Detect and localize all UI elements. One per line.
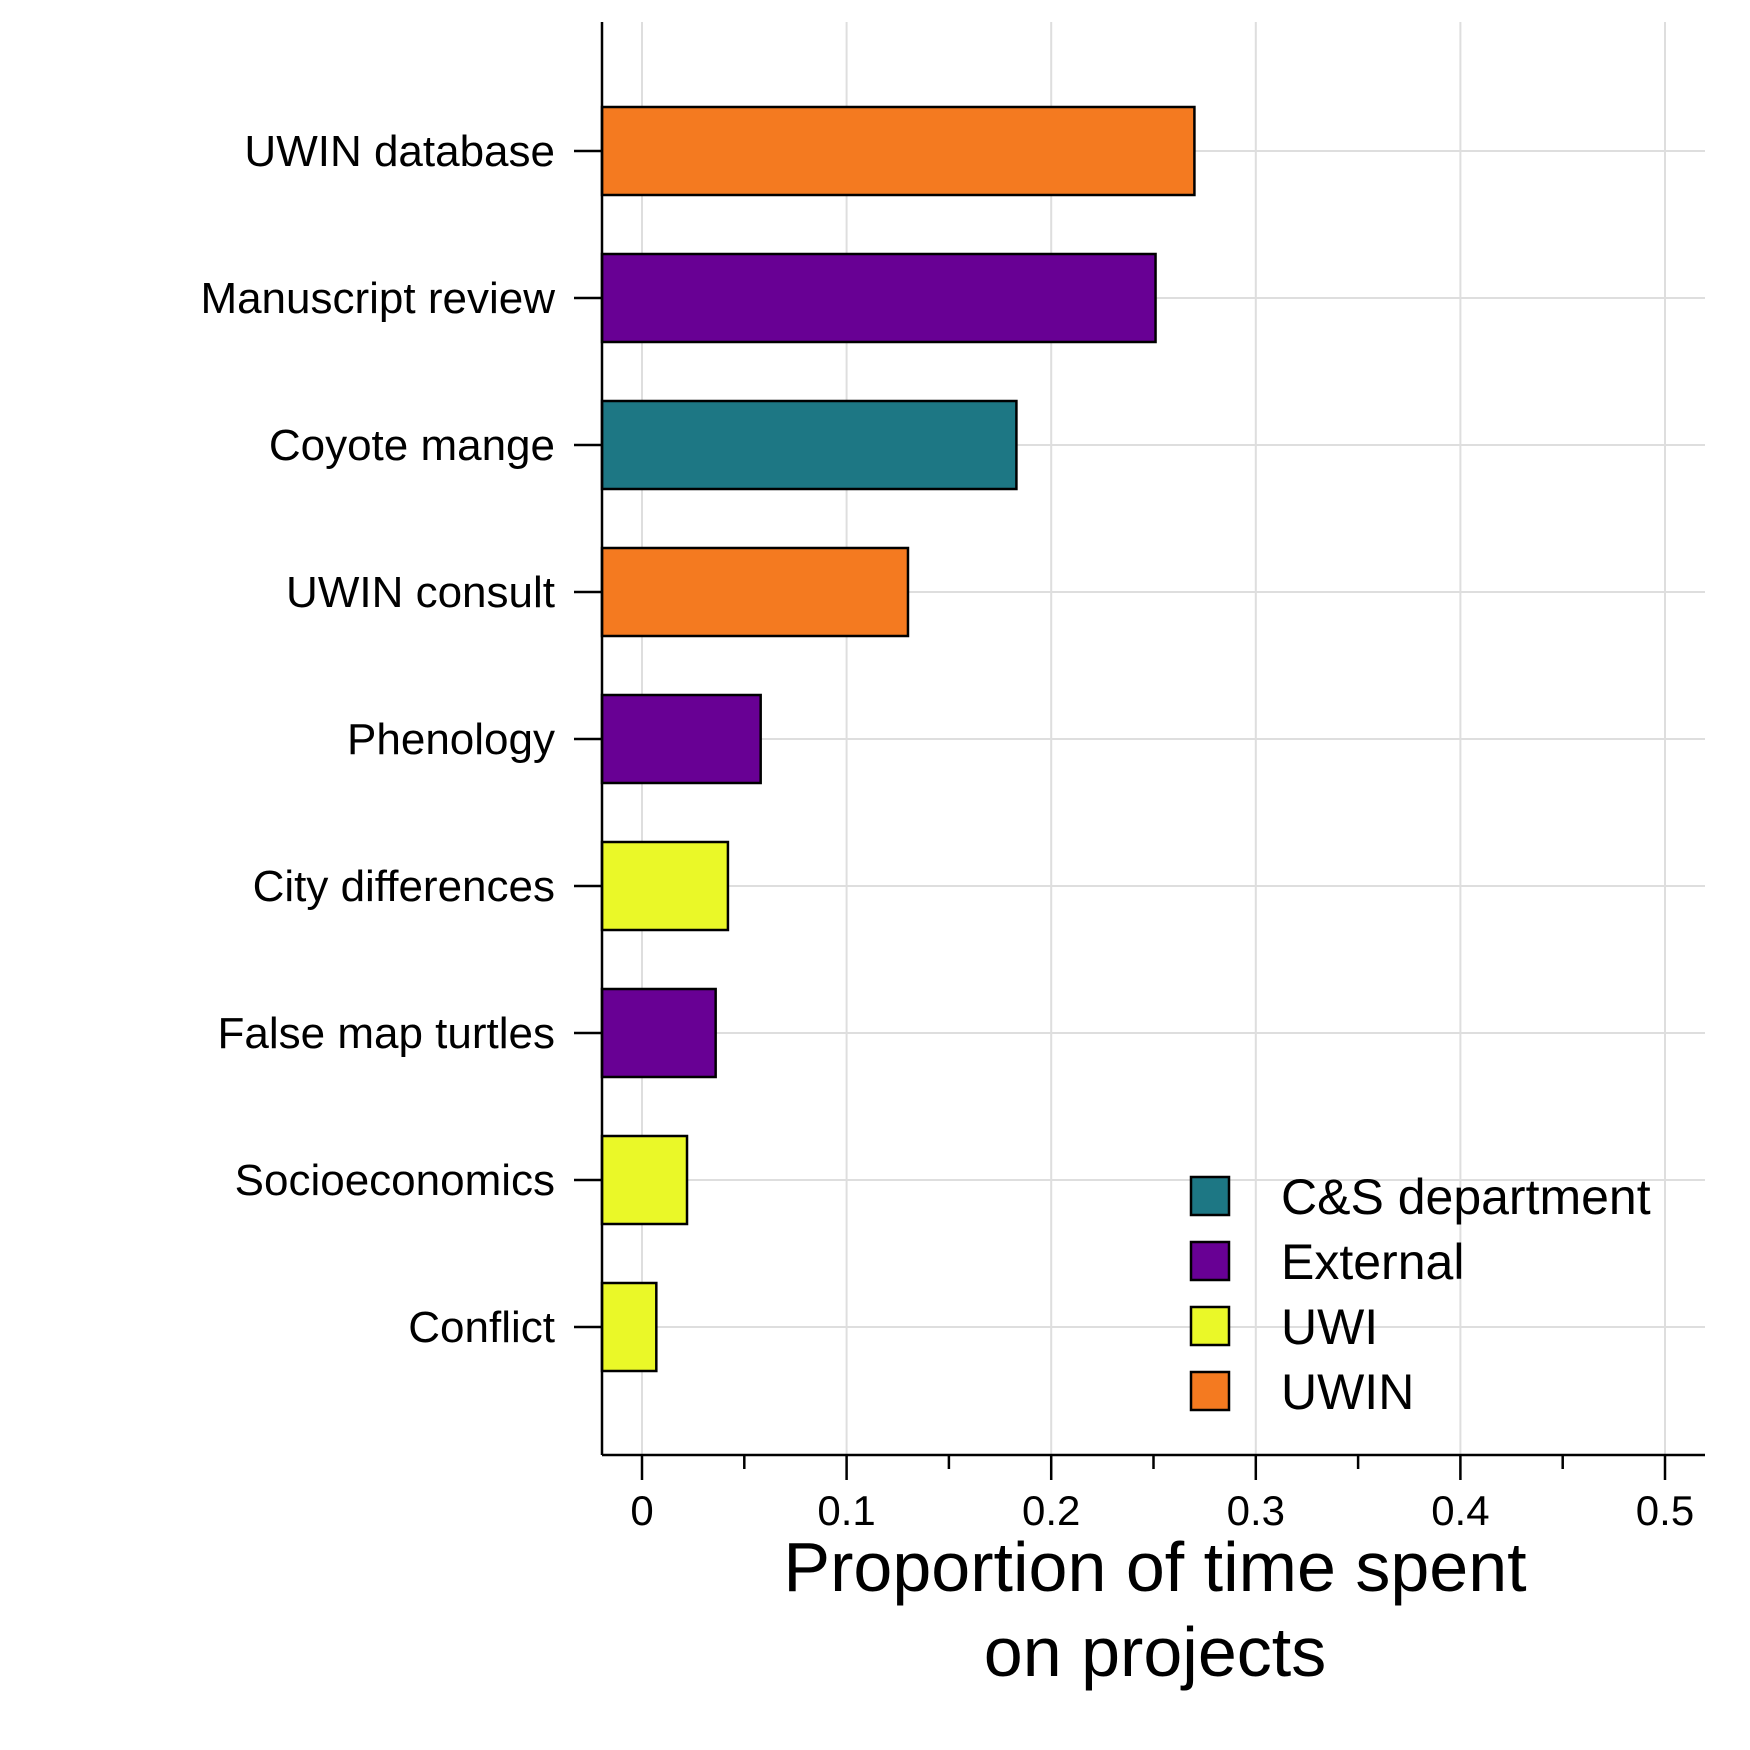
- bars: [600, 105, 1196, 1373]
- legend-label: UWI: [1281, 1299, 1378, 1355]
- category-label: UWIN consult: [286, 568, 555, 617]
- legend-label: UWIN: [1281, 1364, 1414, 1420]
- category-label: UWIN database: [244, 127, 555, 176]
- axes: UWIN database Manuscript review Coyote man…: [200, 22, 1705, 1534]
- x-tick-label: 0.2: [1022, 1487, 1080, 1534]
- bar: [600, 840, 730, 932]
- category-label: False map turtles: [218, 1009, 555, 1058]
- grid-lines: [602, 22, 1705, 1455]
- category-label: City differences: [253, 862, 555, 911]
- x-tick-label: 0.1: [817, 1487, 875, 1534]
- legend-swatch: [1189, 1175, 1231, 1217]
- legend-label: C&S department: [1281, 1169, 1651, 1225]
- legend-swatch: [1189, 1240, 1231, 1282]
- bar: [600, 252, 1157, 344]
- legend: C&S department External UWI UWIN: [1189, 1169, 1651, 1420]
- bar: [600, 1134, 689, 1226]
- legend-swatch: [1189, 1305, 1231, 1347]
- x-axis-label-line-2: on projects: [984, 1613, 1326, 1691]
- bar: [600, 693, 762, 785]
- bar: [600, 1281, 658, 1373]
- category-label: Coyote mange: [269, 421, 555, 470]
- bar: [600, 105, 1196, 197]
- bar: [600, 987, 717, 1079]
- x-tick-label: 0.3: [1227, 1487, 1285, 1534]
- legend-label: External: [1281, 1234, 1464, 1290]
- x-tick-label: 0: [630, 1487, 653, 1534]
- category-label: Phenology: [347, 715, 555, 764]
- category-label: Manuscript review: [200, 274, 555, 323]
- x-axis-label-line-1: Proportion of time spent: [783, 1528, 1526, 1606]
- x-tick-label: 0.4: [1431, 1487, 1489, 1534]
- x-tick-label: 0.5: [1636, 1487, 1694, 1534]
- bar: [600, 546, 910, 638]
- category-label: Socioeconomics: [235, 1156, 555, 1205]
- category-label: Conflict: [408, 1303, 555, 1352]
- legend-swatch: [1189, 1370, 1231, 1412]
- bar: [600, 399, 1018, 491]
